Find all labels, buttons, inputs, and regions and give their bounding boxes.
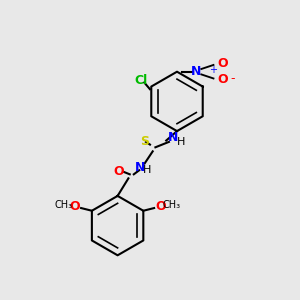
Text: N: N	[168, 131, 178, 144]
Text: N: N	[191, 65, 201, 78]
Text: CH₃: CH₃	[163, 200, 181, 210]
Text: Cl: Cl	[134, 74, 147, 87]
Text: O: O	[114, 165, 124, 178]
Text: O: O	[218, 57, 228, 70]
Text: H: H	[177, 137, 185, 147]
Text: O: O	[69, 200, 80, 213]
Text: O: O	[218, 73, 228, 86]
Text: H: H	[143, 165, 152, 175]
Text: CH₃: CH₃	[55, 200, 73, 210]
Text: -: -	[230, 72, 235, 85]
Text: N: N	[135, 161, 146, 174]
Text: S: S	[140, 135, 149, 148]
Text: +: +	[209, 65, 217, 75]
Text: O: O	[156, 200, 166, 213]
